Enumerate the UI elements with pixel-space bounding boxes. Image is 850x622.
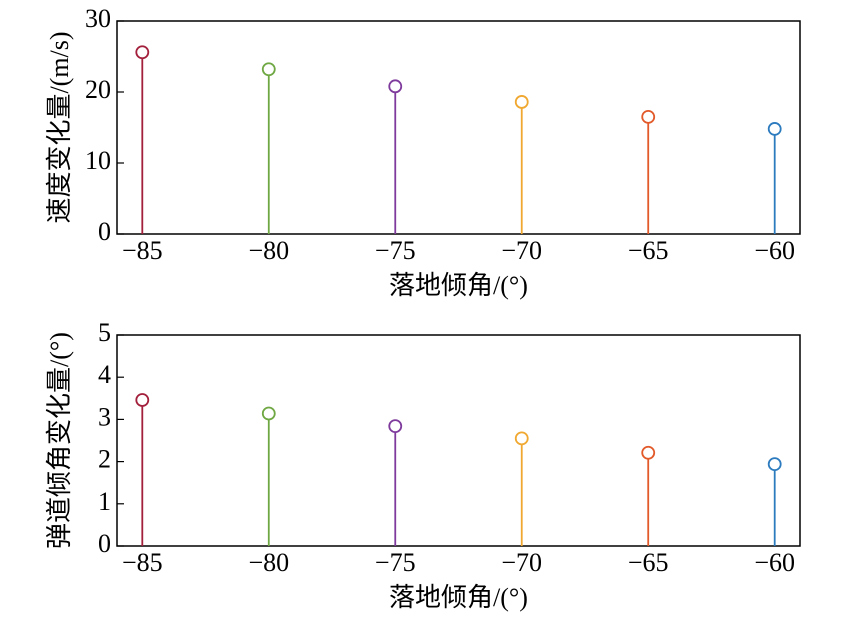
- x-tick-label: −80: [248, 548, 289, 577]
- y-tick-label: 20: [85, 75, 111, 104]
- y-tick-label: 10: [85, 146, 111, 175]
- stem-marker: [388, 79, 403, 94]
- stem-marker: [261, 62, 276, 77]
- y-tick-label: 0: [98, 529, 111, 558]
- y-axis-label: 速度变化量/(m/s): [45, 31, 74, 223]
- x-axis-label: 落地倾角/(°): [389, 583, 528, 612]
- stem-marker: [641, 109, 656, 124]
- stem-marker: [514, 431, 529, 446]
- x-tick-label: −80: [248, 236, 289, 265]
- y-axis-label: 弹道倾角变化量/(°): [45, 332, 74, 549]
- y-tick-label: 3: [98, 402, 111, 431]
- x-tick-label: −65: [628, 548, 669, 577]
- x-tick-label: −85: [122, 548, 163, 577]
- stem-marker: [135, 393, 150, 407]
- stem-marker: [388, 419, 403, 434]
- x-tick-label: −70: [501, 548, 542, 577]
- stem-marker: [514, 95, 529, 109]
- y-tick-label: 2: [98, 445, 111, 474]
- x-tick-label: −85: [122, 236, 163, 265]
- plot-frame: [116, 20, 801, 235]
- y-tick-label: 4: [98, 360, 111, 389]
- stem-marker: [261, 406, 276, 421]
- x-tick-label: −60: [754, 548, 795, 577]
- x-tick-label: −75: [375, 548, 416, 577]
- stem-marker: [767, 457, 782, 472]
- y-tick-label: 5: [98, 318, 111, 347]
- stem-marker: [135, 45, 150, 60]
- stem-marker: [767, 122, 782, 136]
- y-tick-label: 1: [98, 487, 111, 516]
- y-tick-label: 0: [98, 217, 111, 246]
- y-tick-label: 30: [85, 4, 111, 33]
- x-axis-label: 落地倾角/(°): [389, 271, 528, 300]
- x-tick-label: −70: [501, 236, 542, 265]
- x-tick-label: −60: [754, 236, 795, 265]
- plot-frame: [116, 334, 801, 547]
- x-tick-label: −65: [628, 236, 669, 265]
- x-tick-label: −75: [375, 236, 416, 265]
- stem-marker: [641, 445, 656, 460]
